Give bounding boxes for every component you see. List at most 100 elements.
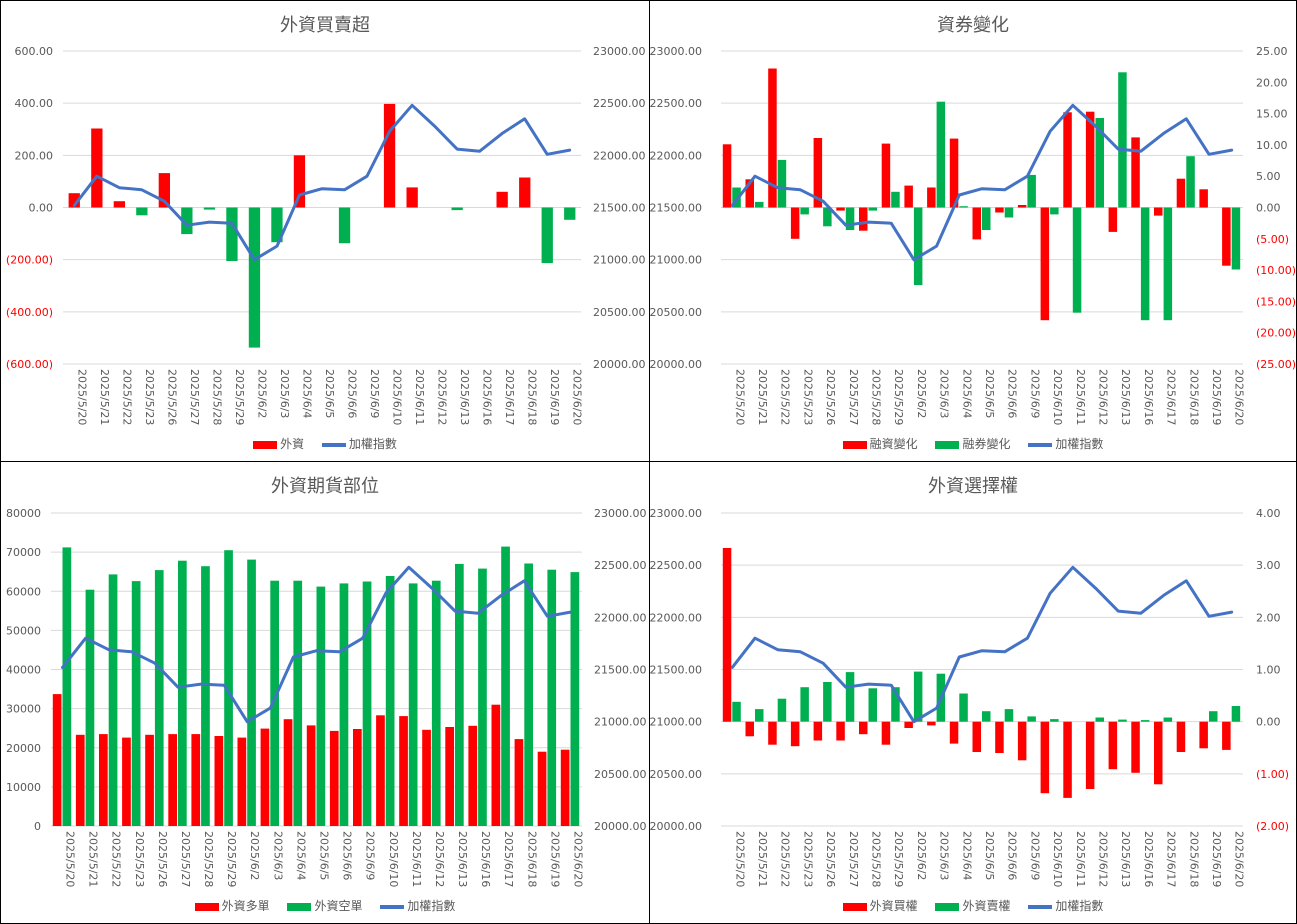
x-tick-label: 2025/6/11	[413, 369, 426, 425]
x-tick-label: 2025/6/4	[294, 831, 307, 880]
x-tick-label: 2025/6/13	[458, 369, 471, 425]
bar	[1108, 207, 1118, 232]
bar	[547, 569, 557, 826]
x-tick-label: 2025/5/23	[801, 369, 814, 425]
bar	[722, 144, 732, 208]
x-tick-label: 2025/6/3	[278, 369, 291, 418]
bar	[1004, 709, 1014, 722]
x-tick-label: 2025/6/10	[1051, 831, 1064, 887]
y-tick-label: 60000	[6, 585, 41, 598]
bar	[1040, 721, 1050, 794]
y2-tick-label: 21000.00	[593, 254, 646, 267]
bar	[1209, 711, 1218, 722]
y-tick-label: 20000.00	[650, 358, 702, 371]
x-tick-label: 2025/5/20	[75, 369, 88, 425]
bar	[1131, 137, 1140, 208]
line-series	[730, 103, 1234, 262]
x-tick-label: 2025/6/17	[1165, 831, 1178, 887]
x-tick-label: 2025/5/27	[188, 369, 201, 425]
y2-tick-label: (25.00)	[1256, 358, 1296, 371]
bar	[247, 559, 256, 826]
bar	[881, 721, 891, 745]
bar	[408, 583, 418, 826]
bar	[732, 701, 741, 722]
y-tick-label: (400.00)	[6, 306, 53, 319]
legend-label: 加權指數	[348, 437, 397, 451]
y-tick-label: 22500.00	[650, 559, 702, 572]
y-tick-label: 400.00	[15, 97, 54, 110]
bar	[927, 721, 936, 726]
bar	[62, 547, 72, 826]
bar	[226, 207, 238, 261]
y2-tick-label: 20500.00	[593, 306, 646, 319]
legend-item: 外資買權	[842, 897, 918, 914]
bar	[519, 177, 531, 208]
legend-label: 融資變化	[869, 437, 918, 451]
x-tick-label: 2025/5/22	[779, 369, 792, 425]
bar	[136, 207, 148, 216]
bar	[1163, 207, 1173, 321]
x-tick-label: 2025/5/27	[847, 831, 860, 887]
bar	[823, 207, 832, 227]
bar	[859, 207, 868, 231]
legend-label: 加權指數	[1055, 899, 1104, 913]
bar	[52, 694, 62, 826]
bar	[537, 751, 547, 826]
legend-label: 外資空單	[314, 899, 363, 913]
x-tick-label: 2025/6/20	[1233, 831, 1246, 887]
bar	[859, 721, 868, 735]
bar	[431, 580, 441, 826]
legend-item: 外資	[253, 435, 304, 452]
x-tick-label: 2025/5/20	[64, 831, 77, 887]
x-tick-label: 2025/6/2	[248, 831, 261, 880]
x-tick-label: 2025/5/23	[801, 831, 814, 887]
y-tick-label: 0.00	[29, 202, 54, 215]
x-tick-label: 2025/6/6	[341, 831, 354, 880]
chart-legend: 外資多單 外資空單 加權指數	[1, 897, 649, 914]
bar	[982, 207, 991, 230]
legend-item: 融券變化	[935, 435, 1011, 452]
x-tick-label: 2025/6/3	[938, 369, 951, 418]
bar	[270, 580, 279, 826]
x-tick-label: 2025/6/10	[1051, 369, 1064, 425]
bar	[1231, 207, 1241, 270]
bar	[949, 138, 959, 208]
bar	[564, 207, 576, 220]
y-tick-label: 21000.00	[650, 716, 702, 729]
chart-title: 資券變化	[937, 15, 1009, 36]
line-series	[72, 103, 572, 262]
y2-tick-label: 3.00	[1256, 559, 1281, 572]
bar	[541, 207, 553, 264]
y-tick-label: 21500.00	[650, 664, 702, 677]
x-tick-label: 2025/6/16	[1142, 831, 1155, 887]
legend-swatch	[842, 902, 867, 911]
bar	[1050, 719, 1059, 722]
bar	[181, 207, 193, 235]
x-tick-label: 2025/6/18	[526, 369, 539, 425]
chart-panel-margin-change: 資券變化 20000.00 20500.00 21000.00 21500.00 220…	[649, 0, 1297, 462]
chart-panel-foreign-net-buy: 外資買賣超 (600.00) (400.00) (200.00) 0.00 200.00…	[0, 0, 650, 462]
bar	[1027, 716, 1036, 722]
y-tick-label: 200.00	[15, 149, 54, 162]
legend-swatch	[194, 902, 219, 911]
legend-swatch	[842, 440, 867, 449]
y-tick-label: 70000	[6, 546, 41, 559]
bar	[339, 583, 349, 826]
legend-item: 加權指數	[321, 435, 397, 452]
chart-plot-area: (600.00) (400.00) (200.00) 0.00 200.00 400.00…	[6, 45, 646, 425]
y-tick-label: 22000.00	[650, 149, 702, 162]
y-tick-label: 80000	[6, 507, 41, 520]
bar	[823, 682, 832, 722]
bar	[75, 734, 85, 826]
bar	[868, 688, 877, 722]
legend-swatch	[1028, 442, 1053, 447]
x-tick-label: 2025/6/3	[271, 831, 284, 880]
bar	[383, 103, 396, 208]
bar	[927, 187, 936, 208]
x-tick-label: 2025/6/5	[323, 369, 336, 418]
x-tick-label: 2025/6/12	[436, 369, 449, 425]
legend-item: 融資變化	[842, 435, 918, 452]
y2-tick-label: 20000.00	[594, 820, 647, 833]
bar	[913, 207, 923, 286]
y2-tick-label: 21000.00	[594, 716, 647, 729]
